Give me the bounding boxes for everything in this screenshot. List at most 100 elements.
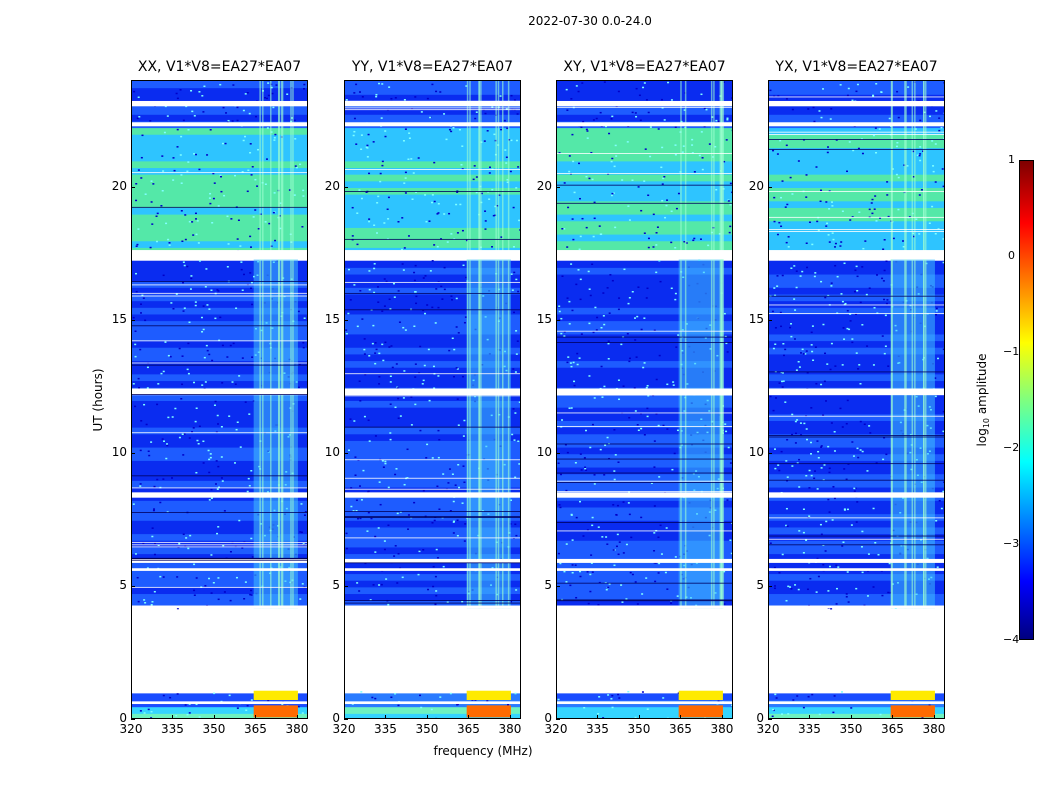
noise-speck xyxy=(588,177,591,180)
noise-speck xyxy=(187,128,190,131)
noise-speck xyxy=(231,120,234,122)
noise-speck xyxy=(194,218,197,220)
noise-speck xyxy=(839,245,842,247)
noise-speck xyxy=(807,695,810,698)
noise-speck xyxy=(855,90,858,93)
noise-speck xyxy=(184,214,187,216)
noise-speck xyxy=(153,590,156,593)
noise-speck xyxy=(301,583,304,585)
noise-speck xyxy=(931,205,934,208)
noise-speck xyxy=(397,704,400,707)
noise-speck xyxy=(226,215,229,218)
noise-speck xyxy=(573,384,576,387)
noise-speck xyxy=(236,106,239,109)
noise-speck xyxy=(186,265,189,268)
noise-speck xyxy=(912,150,915,153)
spectrogram-row xyxy=(132,227,307,235)
colorbar-tick-label: 1 xyxy=(1008,153,1015,166)
flag-gap xyxy=(132,492,307,498)
noise-speck xyxy=(234,383,237,386)
noise-speck xyxy=(190,90,193,92)
noise-speck xyxy=(693,171,696,173)
flag-gap xyxy=(345,122,520,127)
noise-speck xyxy=(215,431,218,433)
noise-speck xyxy=(824,352,827,355)
spectrogram-row xyxy=(345,473,520,481)
noise-speck xyxy=(243,598,246,600)
noise-speck xyxy=(608,312,611,314)
spectrogram-row xyxy=(132,380,307,388)
noise-speck xyxy=(791,108,794,111)
noise-speck xyxy=(820,446,823,448)
noise-speck xyxy=(928,704,931,707)
rfi-hot xyxy=(890,705,935,718)
noise-speck xyxy=(611,694,614,697)
noise-speck xyxy=(355,510,358,512)
noise-speck xyxy=(723,160,726,163)
noise-speck xyxy=(364,562,367,565)
noise-speck xyxy=(178,436,181,439)
flag-gap xyxy=(769,605,944,609)
noise-speck xyxy=(486,130,489,132)
noise-speck xyxy=(655,232,658,234)
x-tick-mark xyxy=(556,715,557,719)
flag-gap xyxy=(769,388,944,396)
noise-speck xyxy=(445,138,448,141)
spectrogram-row xyxy=(769,340,944,348)
noise-speck xyxy=(446,601,449,604)
noise-speck xyxy=(134,330,137,332)
noise-speck xyxy=(396,582,399,584)
noise-speck xyxy=(248,413,251,415)
noise-speck xyxy=(810,331,813,334)
noise-speck xyxy=(360,134,363,136)
noise-speck xyxy=(794,584,797,586)
noise-speck xyxy=(195,233,198,236)
noise-speck xyxy=(841,364,844,366)
noise-speck xyxy=(367,419,370,422)
noise-speck xyxy=(514,412,517,414)
noise-speck xyxy=(607,358,610,360)
spectrogram-row xyxy=(557,134,732,142)
noise-speck xyxy=(462,465,465,467)
spectrogram-row xyxy=(132,207,307,215)
noise-speck xyxy=(827,445,830,448)
noise-speck xyxy=(618,697,621,699)
noise-speck xyxy=(585,226,588,229)
noise-speck xyxy=(853,290,856,293)
noise-speck xyxy=(302,195,305,197)
flag-line xyxy=(132,325,307,327)
noise-speck xyxy=(514,476,517,479)
noise-speck xyxy=(249,143,252,145)
flag-line xyxy=(557,342,732,343)
noise-speck xyxy=(638,94,641,97)
spectrogram-row xyxy=(132,706,307,714)
spectrogram-row xyxy=(557,500,732,508)
noise-speck xyxy=(811,243,814,246)
noise-speck xyxy=(265,158,268,160)
noise-speck xyxy=(659,280,662,283)
noise-speck xyxy=(558,310,561,313)
flag-line xyxy=(132,295,307,297)
noise-speck xyxy=(658,562,661,565)
noise-speck xyxy=(132,383,135,385)
flag-line xyxy=(769,479,944,481)
spectrogram-row xyxy=(557,393,732,401)
spectrogram-row xyxy=(345,260,520,268)
noise-speck xyxy=(874,541,877,544)
noise-speck xyxy=(787,246,790,248)
flag-line xyxy=(769,295,944,297)
noise-speck xyxy=(266,127,269,129)
noise-speck xyxy=(514,692,517,695)
noise-speck xyxy=(250,589,253,592)
flag-line xyxy=(557,522,732,523)
noise-speck xyxy=(577,90,580,93)
noise-speck xyxy=(637,186,640,188)
noise-speck xyxy=(645,99,648,101)
noise-speck xyxy=(566,297,569,299)
page-title: 2022-07-30 0.0-24.0 xyxy=(528,14,652,28)
spectrogram-row xyxy=(132,194,307,202)
spectrogram-row xyxy=(769,94,944,102)
noise-speck xyxy=(381,164,384,167)
noise-speck xyxy=(836,275,839,278)
noise-speck xyxy=(422,277,425,279)
